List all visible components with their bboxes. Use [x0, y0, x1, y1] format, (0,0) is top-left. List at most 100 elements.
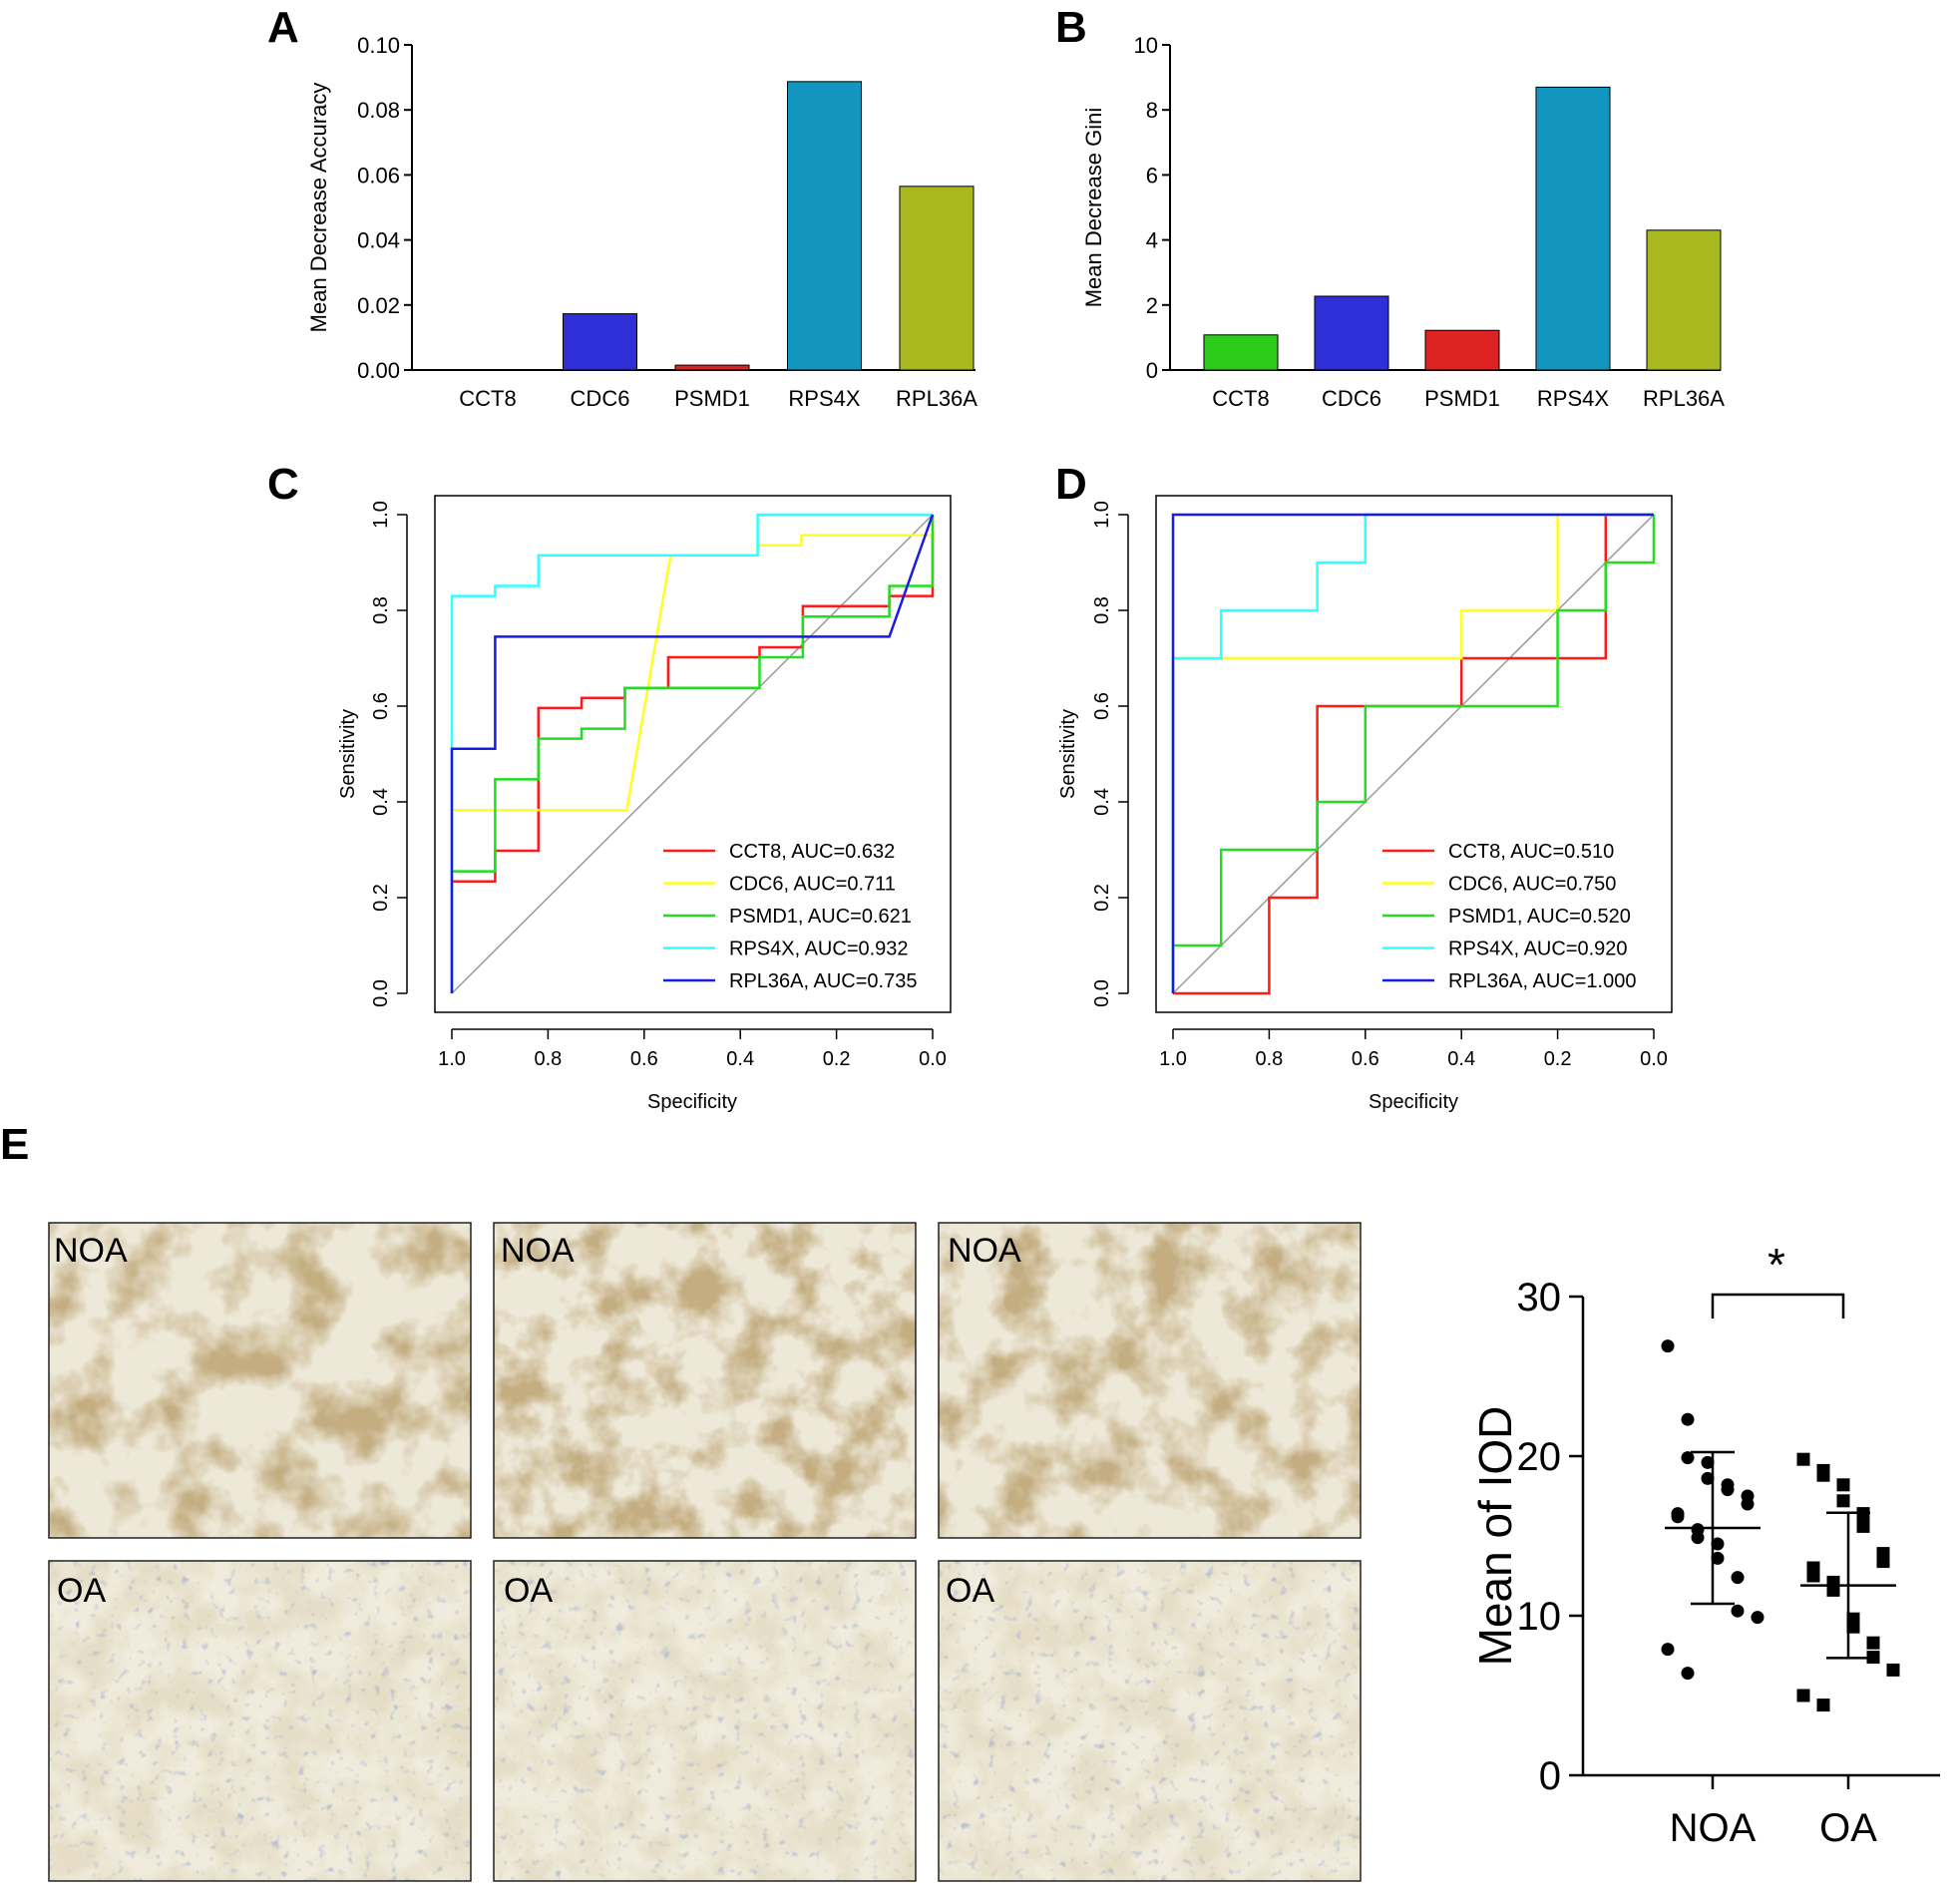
y-tick-label: 2 — [1146, 293, 1158, 318]
y-tick-label: 10 — [1134, 33, 1158, 58]
y-axis-label: Mean Decrease Gini — [1081, 108, 1106, 308]
bar-chart-b: 0 2 4 6 8 10 CCT8 CDC6 PSMD1 RPS4X RPL36A Mean Decr… — [1081, 33, 1725, 411]
plot-frame — [434, 495, 952, 1013]
data-point — [1681, 1667, 1695, 1681]
bar — [450, 369, 526, 371]
x-axis-label: Specificity — [1369, 1091, 1458, 1113]
bar — [1535, 86, 1611, 371]
roc-curve — [450, 515, 935, 993]
legend-label: RPS4X, AUC=0.920 — [1448, 939, 1628, 960]
diagonal-reference-line — [1172, 514, 1655, 994]
data-point — [1866, 1651, 1880, 1665]
y-tick-label: 0.2 — [1091, 884, 1113, 912]
data-point — [1816, 1468, 1830, 1482]
panel-letter-a: A — [267, 3, 299, 52]
legend-label: PSMD1, AUC=0.520 — [1448, 906, 1631, 928]
x-tick-label: RPL36A — [896, 386, 978, 411]
x-tick-label: PSMD1 — [1424, 386, 1500, 411]
x-tick-label: 0.8 — [534, 1048, 562, 1070]
y-tick-label: 8 — [1146, 98, 1158, 123]
data-point — [1701, 1471, 1715, 1485]
x-tick-label: NOA — [1670, 1806, 1757, 1850]
micrograph-oa-3: OA — [938, 1560, 1362, 1882]
y-tick-label: 1.0 — [1091, 501, 1113, 529]
data-point — [1681, 1451, 1695, 1465]
panel-letter-b: B — [1055, 3, 1087, 52]
y-tick-label: 0.6 — [370, 692, 392, 720]
x-tick-label: 0.4 — [726, 1048, 754, 1070]
y-axis-label: Mean of IOD — [1469, 1406, 1521, 1667]
micrograph-label: OA — [946, 1572, 994, 1610]
significance-bracket — [1711, 1293, 1845, 1319]
data-point — [1826, 1583, 1840, 1597]
y-axis-label: Sensitivity — [337, 709, 359, 799]
x-tick-label: 0.2 — [823, 1048, 851, 1070]
y-tick-label: 0.04 — [357, 228, 400, 253]
y-tick-label: 0.00 — [357, 358, 400, 383]
micrograph-noa-3: NOA — [938, 1222, 1362, 1539]
y-tick-label: 0.02 — [357, 293, 400, 318]
y-tick-label: 0.8 — [1091, 596, 1113, 624]
y-tick-label: 20 — [1517, 1435, 1562, 1479]
x-tick-label: 0.0 — [919, 1048, 947, 1070]
x-tick-label: 0.2 — [1544, 1048, 1572, 1070]
x-tick-label: RPS4X — [1537, 386, 1609, 411]
panel-letter-c: C — [267, 460, 299, 509]
roc-curve — [1171, 515, 1656, 993]
data-point — [1846, 1620, 1860, 1634]
micrograph-grid: NOA NOA NOA OA OA — [48, 1222, 1362, 1882]
legend-label: CDC6, AUC=0.750 — [1448, 874, 1616, 896]
x-tick-label: 0.0 — [1640, 1048, 1668, 1070]
legend-label: RPL36A, AUC=0.735 — [729, 970, 917, 992]
micrograph-label: OA — [504, 1572, 553, 1610]
y-tick-label: 0.2 — [370, 884, 392, 912]
x-tick-label: RPS4X — [788, 386, 860, 411]
data-point — [1661, 1643, 1675, 1657]
data-point — [1661, 1339, 1675, 1353]
panel-letter-e: E — [0, 1120, 29, 1169]
roc-chart-c: 0.0 0.2 0.4 0.6 0.8 1.0 1.0 0.8 0.6 0.4 0.2 0.0 Spec… — [337, 495, 952, 1113]
bar-chart-a: 0.00 0.02 0.04 0.06 0.08 0.10 CCT8 CDC6 PSMD1 RPS… — [306, 33, 978, 411]
micrograph-label: NOA — [501, 1232, 575, 1270]
significance-label: * — [1767, 1239, 1785, 1291]
bar — [899, 186, 975, 371]
y-tick-label: 0.06 — [357, 163, 400, 188]
data-point — [1721, 1483, 1735, 1497]
legend-label: CCT8, AUC=0.632 — [729, 841, 895, 863]
data-point — [1671, 1510, 1685, 1524]
legend-label: RPS4X, AUC=0.932 — [729, 939, 909, 960]
data-point — [1741, 1497, 1755, 1511]
y-tick-label: 0 — [1539, 1754, 1561, 1798]
data-point — [1836, 1478, 1850, 1492]
roc-chart-d: 0.0 0.2 0.4 0.6 0.8 1.0 1.0 0.8 0.6 0.4 0.2 0.0 Spec… — [1057, 495, 1673, 1113]
data-point — [1731, 1571, 1745, 1585]
y-tick-label: 0.4 — [370, 788, 392, 816]
x-tick-label: 0.8 — [1255, 1048, 1283, 1070]
y-tick-label: 0.6 — [1091, 692, 1113, 720]
data-point — [1836, 1494, 1850, 1508]
micrograph-noa-2: NOA — [493, 1222, 917, 1539]
micrograph-oa-2: OA — [493, 1560, 917, 1882]
x-tick-label: PSMD1 — [674, 386, 750, 411]
y-tick-label: 0.8 — [370, 596, 392, 624]
data-point — [1751, 1611, 1764, 1625]
x-tick-label: 0.6 — [1352, 1048, 1379, 1070]
bar — [1203, 334, 1279, 371]
micrograph-label: NOA — [54, 1232, 128, 1270]
micrograph-noa-1: NOA — [48, 1222, 472, 1539]
x-tick-label: RPL36A — [1643, 386, 1725, 411]
data-point — [1856, 1519, 1870, 1533]
y-tick-label: 0 — [1146, 358, 1158, 383]
y-tick-label: 0.0 — [370, 979, 392, 1007]
roc-curve — [1171, 513, 1654, 993]
data-point — [1806, 1569, 1820, 1583]
x-tick-label: CCT8 — [459, 386, 516, 411]
legend-label: CCT8, AUC=0.510 — [1448, 841, 1614, 863]
y-tick-label: 1.0 — [370, 501, 392, 529]
data-point — [1796, 1452, 1810, 1466]
x-tick-label: OA — [1819, 1806, 1877, 1850]
plot-frame — [1155, 495, 1673, 1013]
x-tick-label: CDC6 — [571, 386, 630, 411]
y-tick-label: 0.4 — [1091, 788, 1113, 816]
